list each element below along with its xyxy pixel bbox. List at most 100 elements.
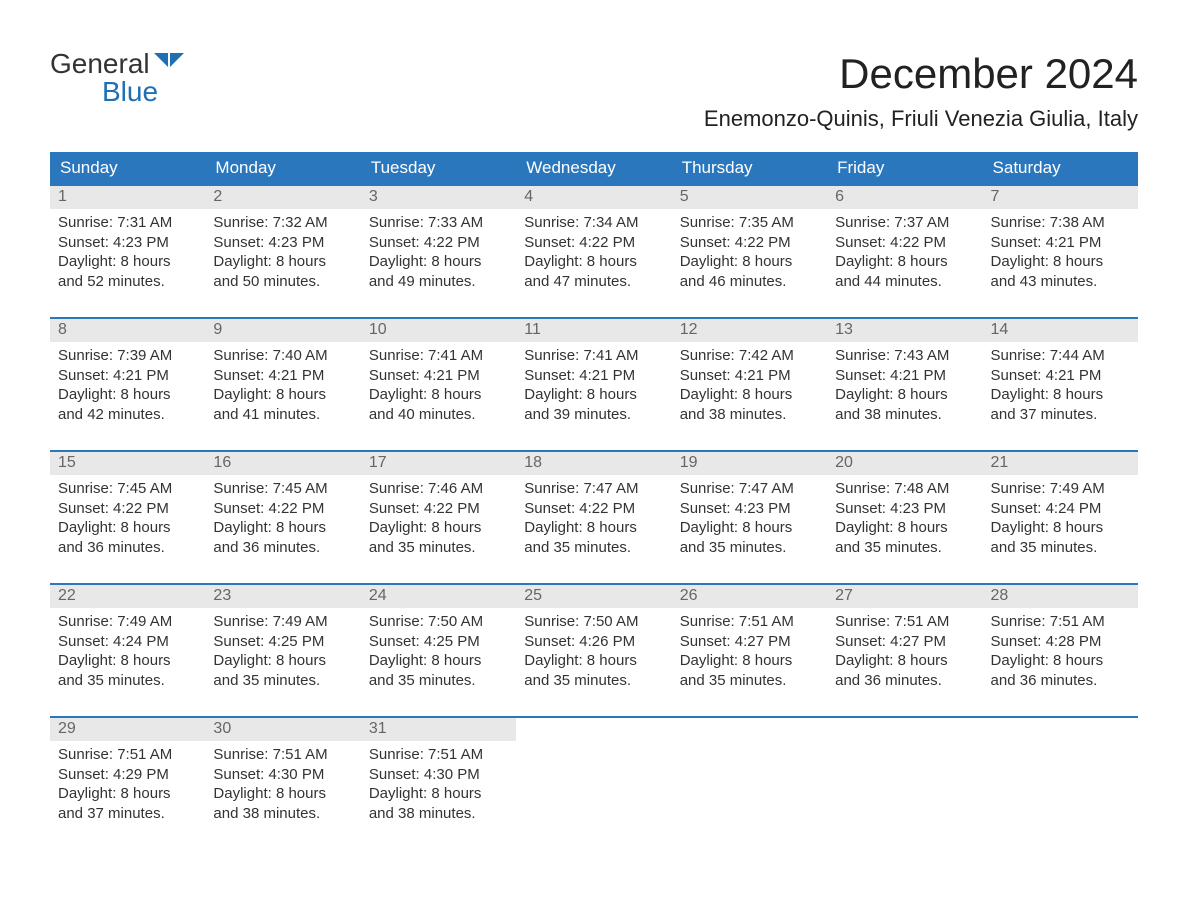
weekday-header: Saturday <box>983 152 1138 185</box>
calendar-day-cell: 12Sunrise: 7:42 AMSunset: 4:21 PMDayligh… <box>672 318 827 451</box>
calendar-day-cell: 21Sunrise: 7:49 AMSunset: 4:24 PMDayligh… <box>983 451 1138 584</box>
title-block: December 2024 Enemonzo-Quinis, Friuli Ve… <box>704 50 1138 132</box>
day-content: Sunrise: 7:50 AMSunset: 4:26 PMDaylight:… <box>516 608 671 716</box>
day-content: Sunrise: 7:45 AMSunset: 4:22 PMDaylight:… <box>205 475 360 583</box>
day-number: 10 <box>361 319 516 342</box>
calendar-week-row: 15Sunrise: 7:45 AMSunset: 4:22 PMDayligh… <box>50 451 1138 584</box>
day-content: Sunrise: 7:46 AMSunset: 4:22 PMDaylight:… <box>361 475 516 583</box>
calendar-week-row: 1Sunrise: 7:31 AMSunset: 4:23 PMDaylight… <box>50 185 1138 318</box>
logo: General Blue <box>50 50 184 106</box>
month-title: December 2024 <box>704 50 1138 98</box>
calendar-day-cell: 6Sunrise: 7:37 AMSunset: 4:22 PMDaylight… <box>827 185 982 318</box>
calendar-day-cell: 9Sunrise: 7:40 AMSunset: 4:21 PMDaylight… <box>205 318 360 451</box>
calendar-week-row: 8Sunrise: 7:39 AMSunset: 4:21 PMDaylight… <box>50 318 1138 451</box>
day-content: Sunrise: 7:47 AMSunset: 4:23 PMDaylight:… <box>672 475 827 583</box>
calendar-day-cell: 31Sunrise: 7:51 AMSunset: 4:30 PMDayligh… <box>361 717 516 849</box>
day-number: 9 <box>205 319 360 342</box>
day-number: 29 <box>50 718 205 741</box>
flag-icon <box>154 50 184 78</box>
day-number: 21 <box>983 452 1138 475</box>
day-number: 1 <box>50 186 205 209</box>
day-content: Sunrise: 7:35 AMSunset: 4:22 PMDaylight:… <box>672 209 827 317</box>
day-number: 15 <box>50 452 205 475</box>
calendar-day-cell: 22Sunrise: 7:49 AMSunset: 4:24 PMDayligh… <box>50 584 205 717</box>
day-content: Sunrise: 7:49 AMSunset: 4:24 PMDaylight:… <box>983 475 1138 583</box>
calendar-day-cell: 1Sunrise: 7:31 AMSunset: 4:23 PMDaylight… <box>50 185 205 318</box>
calendar-day-cell: 23Sunrise: 7:49 AMSunset: 4:25 PMDayligh… <box>205 584 360 717</box>
day-content: Sunrise: 7:41 AMSunset: 4:21 PMDaylight:… <box>361 342 516 450</box>
day-content: Sunrise: 7:45 AMSunset: 4:22 PMDaylight:… <box>50 475 205 583</box>
calendar-day-cell: 10Sunrise: 7:41 AMSunset: 4:21 PMDayligh… <box>361 318 516 451</box>
calendar-day-cell: 24Sunrise: 7:50 AMSunset: 4:25 PMDayligh… <box>361 584 516 717</box>
calendar-day-cell: 15Sunrise: 7:45 AMSunset: 4:22 PMDayligh… <box>50 451 205 584</box>
day-content: Sunrise: 7:33 AMSunset: 4:22 PMDaylight:… <box>361 209 516 317</box>
calendar-day-cell: 27Sunrise: 7:51 AMSunset: 4:27 PMDayligh… <box>827 584 982 717</box>
weekday-header: Tuesday <box>361 152 516 185</box>
day-content: Sunrise: 7:34 AMSunset: 4:22 PMDaylight:… <box>516 209 671 317</box>
calendar-day-cell: . <box>983 717 1138 849</box>
weekday-header: Friday <box>827 152 982 185</box>
day-content: Sunrise: 7:51 AMSunset: 4:30 PMDaylight:… <box>361 741 516 849</box>
calendar-day-cell: 7Sunrise: 7:38 AMSunset: 4:21 PMDaylight… <box>983 185 1138 318</box>
logo-line1: General <box>50 50 184 78</box>
weekday-header: Monday <box>205 152 360 185</box>
calendar-week-row: 22Sunrise: 7:49 AMSunset: 4:24 PMDayligh… <box>50 584 1138 717</box>
day-content: Sunrise: 7:51 AMSunset: 4:27 PMDaylight:… <box>672 608 827 716</box>
day-number: 25 <box>516 585 671 608</box>
day-content: Sunrise: 7:49 AMSunset: 4:24 PMDaylight:… <box>50 608 205 716</box>
calendar-day-cell: 20Sunrise: 7:48 AMSunset: 4:23 PMDayligh… <box>827 451 982 584</box>
day-number: 26 <box>672 585 827 608</box>
calendar-day-cell: . <box>672 717 827 849</box>
day-number: 30 <box>205 718 360 741</box>
day-content: Sunrise: 7:51 AMSunset: 4:27 PMDaylight:… <box>827 608 982 716</box>
calendar-day-cell: 17Sunrise: 7:46 AMSunset: 4:22 PMDayligh… <box>361 451 516 584</box>
calendar-day-cell: . <box>827 717 982 849</box>
day-number: 31 <box>361 718 516 741</box>
day-number: 27 <box>827 585 982 608</box>
day-number: 5 <box>672 186 827 209</box>
day-content: Sunrise: 7:43 AMSunset: 4:21 PMDaylight:… <box>827 342 982 450</box>
page-header: General Blue December 2024 Enemonzo-Quin… <box>50 50 1138 132</box>
day-content: Sunrise: 7:38 AMSunset: 4:21 PMDaylight:… <box>983 209 1138 317</box>
calendar-day-cell: 29Sunrise: 7:51 AMSunset: 4:29 PMDayligh… <box>50 717 205 849</box>
calendar-day-cell: . <box>516 717 671 849</box>
day-content: Sunrise: 7:48 AMSunset: 4:23 PMDaylight:… <box>827 475 982 583</box>
calendar-table: SundayMondayTuesdayWednesdayThursdayFrid… <box>50 152 1138 849</box>
day-content: Sunrise: 7:41 AMSunset: 4:21 PMDaylight:… <box>516 342 671 450</box>
day-number: 7 <box>983 186 1138 209</box>
day-content: Sunrise: 7:51 AMSunset: 4:30 PMDaylight:… <box>205 741 360 849</box>
weekday-header: Wednesday <box>516 152 671 185</box>
day-number: 13 <box>827 319 982 342</box>
day-content: Sunrise: 7:31 AMSunset: 4:23 PMDaylight:… <box>50 209 205 317</box>
calendar-day-cell: 30Sunrise: 7:51 AMSunset: 4:30 PMDayligh… <box>205 717 360 849</box>
calendar-day-cell: 14Sunrise: 7:44 AMSunset: 4:21 PMDayligh… <box>983 318 1138 451</box>
calendar-body: 1Sunrise: 7:31 AMSunset: 4:23 PMDaylight… <box>50 185 1138 849</box>
calendar-day-cell: 2Sunrise: 7:32 AMSunset: 4:23 PMDaylight… <box>205 185 360 318</box>
calendar-day-cell: 19Sunrise: 7:47 AMSunset: 4:23 PMDayligh… <box>672 451 827 584</box>
day-number: 22 <box>50 585 205 608</box>
calendar-day-cell: 4Sunrise: 7:34 AMSunset: 4:22 PMDaylight… <box>516 185 671 318</box>
calendar-day-cell: 28Sunrise: 7:51 AMSunset: 4:28 PMDayligh… <box>983 584 1138 717</box>
day-number: 3 <box>361 186 516 209</box>
day-number: 8 <box>50 319 205 342</box>
logo-text-1: General <box>50 50 150 78</box>
day-content: Sunrise: 7:44 AMSunset: 4:21 PMDaylight:… <box>983 342 1138 450</box>
day-number: 18 <box>516 452 671 475</box>
calendar-day-cell: 8Sunrise: 7:39 AMSunset: 4:21 PMDaylight… <box>50 318 205 451</box>
calendar-day-cell: 11Sunrise: 7:41 AMSunset: 4:21 PMDayligh… <box>516 318 671 451</box>
day-content: Sunrise: 7:50 AMSunset: 4:25 PMDaylight:… <box>361 608 516 716</box>
calendar-day-cell: 26Sunrise: 7:51 AMSunset: 4:27 PMDayligh… <box>672 584 827 717</box>
weekday-header: Sunday <box>50 152 205 185</box>
calendar-day-cell: 13Sunrise: 7:43 AMSunset: 4:21 PMDayligh… <box>827 318 982 451</box>
calendar-day-cell: 16Sunrise: 7:45 AMSunset: 4:22 PMDayligh… <box>205 451 360 584</box>
calendar-day-cell: 3Sunrise: 7:33 AMSunset: 4:22 PMDaylight… <box>361 185 516 318</box>
day-content: Sunrise: 7:37 AMSunset: 4:22 PMDaylight:… <box>827 209 982 317</box>
weekday-header: Thursday <box>672 152 827 185</box>
day-number: 20 <box>827 452 982 475</box>
weekday-row: SundayMondayTuesdayWednesdayThursdayFrid… <box>50 152 1138 185</box>
day-number: 19 <box>672 452 827 475</box>
day-content: Sunrise: 7:51 AMSunset: 4:29 PMDaylight:… <box>50 741 205 849</box>
day-number: 16 <box>205 452 360 475</box>
day-number: 17 <box>361 452 516 475</box>
day-number: 2 <box>205 186 360 209</box>
